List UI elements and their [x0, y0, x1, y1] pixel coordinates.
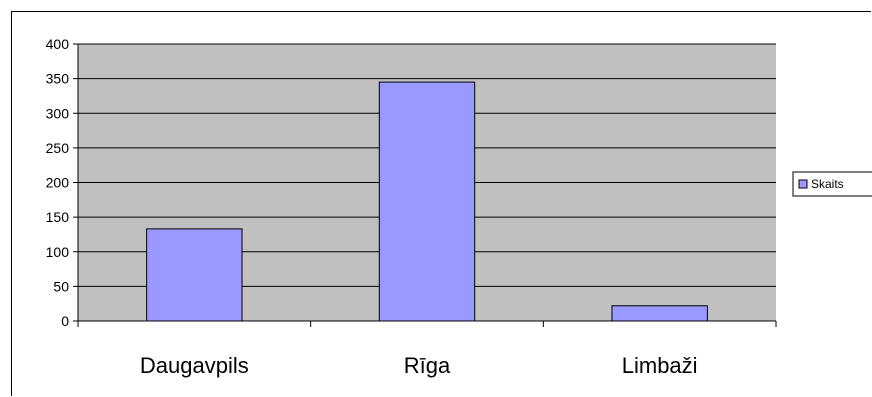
y-tick-label: 100 — [46, 244, 70, 260]
y-tick-label: 200 — [46, 175, 70, 191]
y-axis-ticks: 0 50 100 150 200 250 300 350 400 — [46, 36, 78, 329]
bar — [146, 228, 243, 322]
y-tick-label: 0 — [61, 313, 69, 329]
x-tick-label: Limbaži — [622, 353, 698, 378]
x-axis-labels: Daugavpils Rīga Limbaži — [140, 353, 698, 378]
y-tick-label: 400 — [46, 36, 70, 52]
bar — [378, 81, 476, 322]
legend-swatch — [798, 179, 808, 189]
y-tick-label: 150 — [46, 209, 70, 225]
x-tick-label: Rīga — [404, 353, 451, 378]
chart-frame — [11, 11, 871, 396]
legend-label: Skaits — [811, 177, 844, 191]
y-tick-label: 300 — [46, 105, 70, 121]
y-tick-label: 350 — [46, 71, 70, 87]
legend: Skaits — [792, 171, 872, 197]
x-tick-label: Daugavpils — [140, 353, 249, 378]
bar — [611, 305, 708, 322]
x-axis-ticks — [77, 321, 777, 327]
y-tick-label: 250 — [46, 140, 70, 156]
bars — [146, 81, 708, 322]
y-tick-label: 50 — [53, 278, 69, 294]
